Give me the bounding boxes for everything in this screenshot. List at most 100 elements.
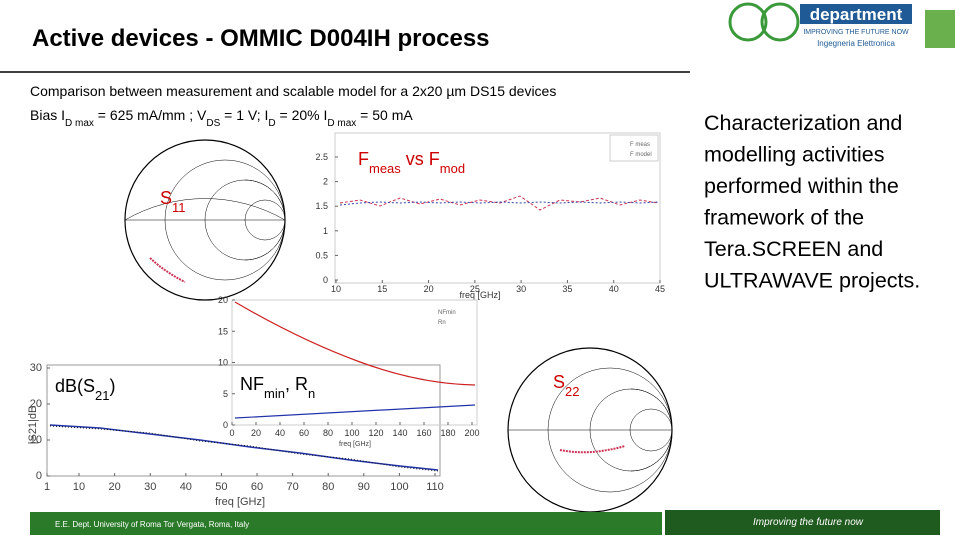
y-tick-label: 5 [223, 389, 228, 399]
s11-label: S11 [160, 188, 186, 215]
side-text-line: framework of the [704, 206, 864, 230]
y-tick-label: 1 [323, 226, 328, 236]
side-text-line: Characterization and [704, 111, 902, 135]
s21-label: dB(S21) [55, 376, 116, 403]
logo-name: department [810, 5, 903, 24]
y-tick-label: 0 [323, 275, 328, 285]
legend-entry: F meas [630, 142, 650, 148]
x-tick-label: 35 [562, 284, 572, 294]
logo-subtitle: Ingegneria Elettronica [817, 39, 895, 48]
x-tick-label: 30 [144, 481, 156, 493]
x-tick-label: 140 [392, 428, 407, 438]
footer-left: E.E. Dept. University of Roma Tor Vergat… [55, 520, 249, 529]
x-tick-label: 120 [368, 428, 383, 438]
text-run: vs F [401, 149, 440, 169]
side-text-line: modelling activities [704, 143, 884, 167]
x-tick-label: 1 [44, 481, 50, 493]
y-tick-label: 2 [323, 177, 328, 187]
x-tick-label: 110 [426, 481, 444, 493]
text-run: F [358, 149, 369, 169]
fmin-label: Fmeas vs Fmod [358, 149, 465, 176]
title: Active devices - OMMIC D004IH process [32, 25, 490, 52]
x-axis-label: freq [GHz] [339, 441, 371, 448]
footer-box [665, 510, 940, 535]
logo-motto: IMPROVING THE FUTURE NOW [803, 29, 909, 36]
text-run: , R [285, 374, 308, 394]
y-tick-label: 10 [30, 434, 42, 446]
x-tick-label: 20 [424, 284, 434, 294]
plot-frame [46, 364, 441, 477]
subscript: 22 [565, 384, 579, 399]
text-run: S [553, 372, 565, 392]
s21-plot: dB(S21) |S21|dB freq [GHz] [27, 364, 441, 508]
x-axis-label: freq [GHz] [215, 496, 265, 508]
y-tick-label: 1.5 [315, 201, 328, 211]
y-tick-label: 0 [36, 470, 42, 482]
x-tick-label: 20 [109, 481, 121, 493]
x-tick-label: 30 [516, 284, 526, 294]
logo: department IMPROVING THE FUTURE NOW Inge… [728, 2, 955, 48]
x-tick-label: 200 [464, 428, 479, 438]
text-run: = 20% I [276, 107, 328, 123]
subscript: D max [65, 118, 94, 129]
footer-bar [30, 512, 662, 535]
y-axis-label: |S21|dB [27, 406, 39, 445]
x-tick-label: 80 [322, 481, 334, 493]
caption-line2: Bias ID max = 625 mA/mm ; VDS = 1 V; ID … [30, 107, 413, 129]
y-tick-label: 0 [223, 420, 228, 430]
side-text-line: performed within the [704, 174, 899, 198]
side-text-line: ULTRAWAVE projects. [704, 269, 920, 293]
x-tick-label: 90 [358, 481, 370, 493]
x-tick-label: 20 [251, 428, 261, 438]
subscript: DS [206, 118, 220, 129]
x-tick-label: 25 [470, 284, 480, 294]
fmin-plot: Fmeas vs Fmod freq [GHz] F meas F model [334, 132, 661, 300]
s22-smith-chart: S22 [507, 347, 673, 513]
x-tick-label: 40 [275, 428, 285, 438]
legend-entry: Rn [438, 320, 446, 326]
s11-smith-chart: S11 [124, 139, 286, 301]
x-tick-label: 60 [251, 481, 263, 493]
x-tick-label: 80 [323, 428, 333, 438]
subscript: 11 [172, 200, 186, 215]
x-tick-label: 100 [344, 428, 359, 438]
side-text: Characterization and modelling activities… [704, 111, 920, 293]
footer-right: Improving the future now [753, 517, 864, 528]
subscript: mod [440, 161, 465, 176]
text-run: = 1 V; I [220, 107, 268, 123]
text-run: ) [110, 376, 116, 396]
x-axis-label: freq [GHz] [459, 290, 500, 300]
nf-plot: NFmin, Rn freq [GHz] NFmin Rn [231, 299, 478, 448]
legend-entry: NFmin [438, 310, 456, 316]
text-run: = 625 mA/mm ; V [94, 107, 207, 123]
x-tick-label: 50 [215, 481, 227, 493]
x-tick-label: 180 [440, 428, 455, 438]
y-tick-label: 0.5 [315, 250, 328, 260]
x-tick-label: 15 [377, 284, 387, 294]
x-tick-label: 100 [390, 481, 408, 493]
text-run: NF [240, 374, 264, 394]
side-text-line: Tera.SCREEN and [704, 237, 883, 261]
x-tick-label: 45 [655, 284, 665, 294]
subscript: min [264, 386, 285, 401]
s22-label: S22 [553, 372, 579, 399]
subscript: D max [327, 118, 356, 129]
y-tick-label: 15 [218, 326, 228, 336]
subscript: n [308, 386, 315, 401]
legend-entry: F model [630, 152, 652, 158]
x-tick-label: 160 [416, 428, 431, 438]
x-tick-label: 10 [331, 284, 341, 294]
x-tick-label: 0 [229, 428, 234, 438]
y-tick-label: 20 [218, 295, 228, 305]
text-run: = 50 mA [356, 107, 413, 123]
x-tick-label: 60 [299, 428, 309, 438]
y-tick-label: 2.5 [315, 152, 328, 162]
y-tick-label: 30 [30, 362, 42, 374]
subscript: 21 [95, 388, 109, 403]
subscript: meas [369, 161, 401, 176]
nf-label: NFmin, Rn [240, 374, 315, 401]
x-tick-label: 70 [286, 481, 298, 493]
y-tick-label: 10 [218, 358, 228, 368]
x-tick-label: 40 [609, 284, 619, 294]
